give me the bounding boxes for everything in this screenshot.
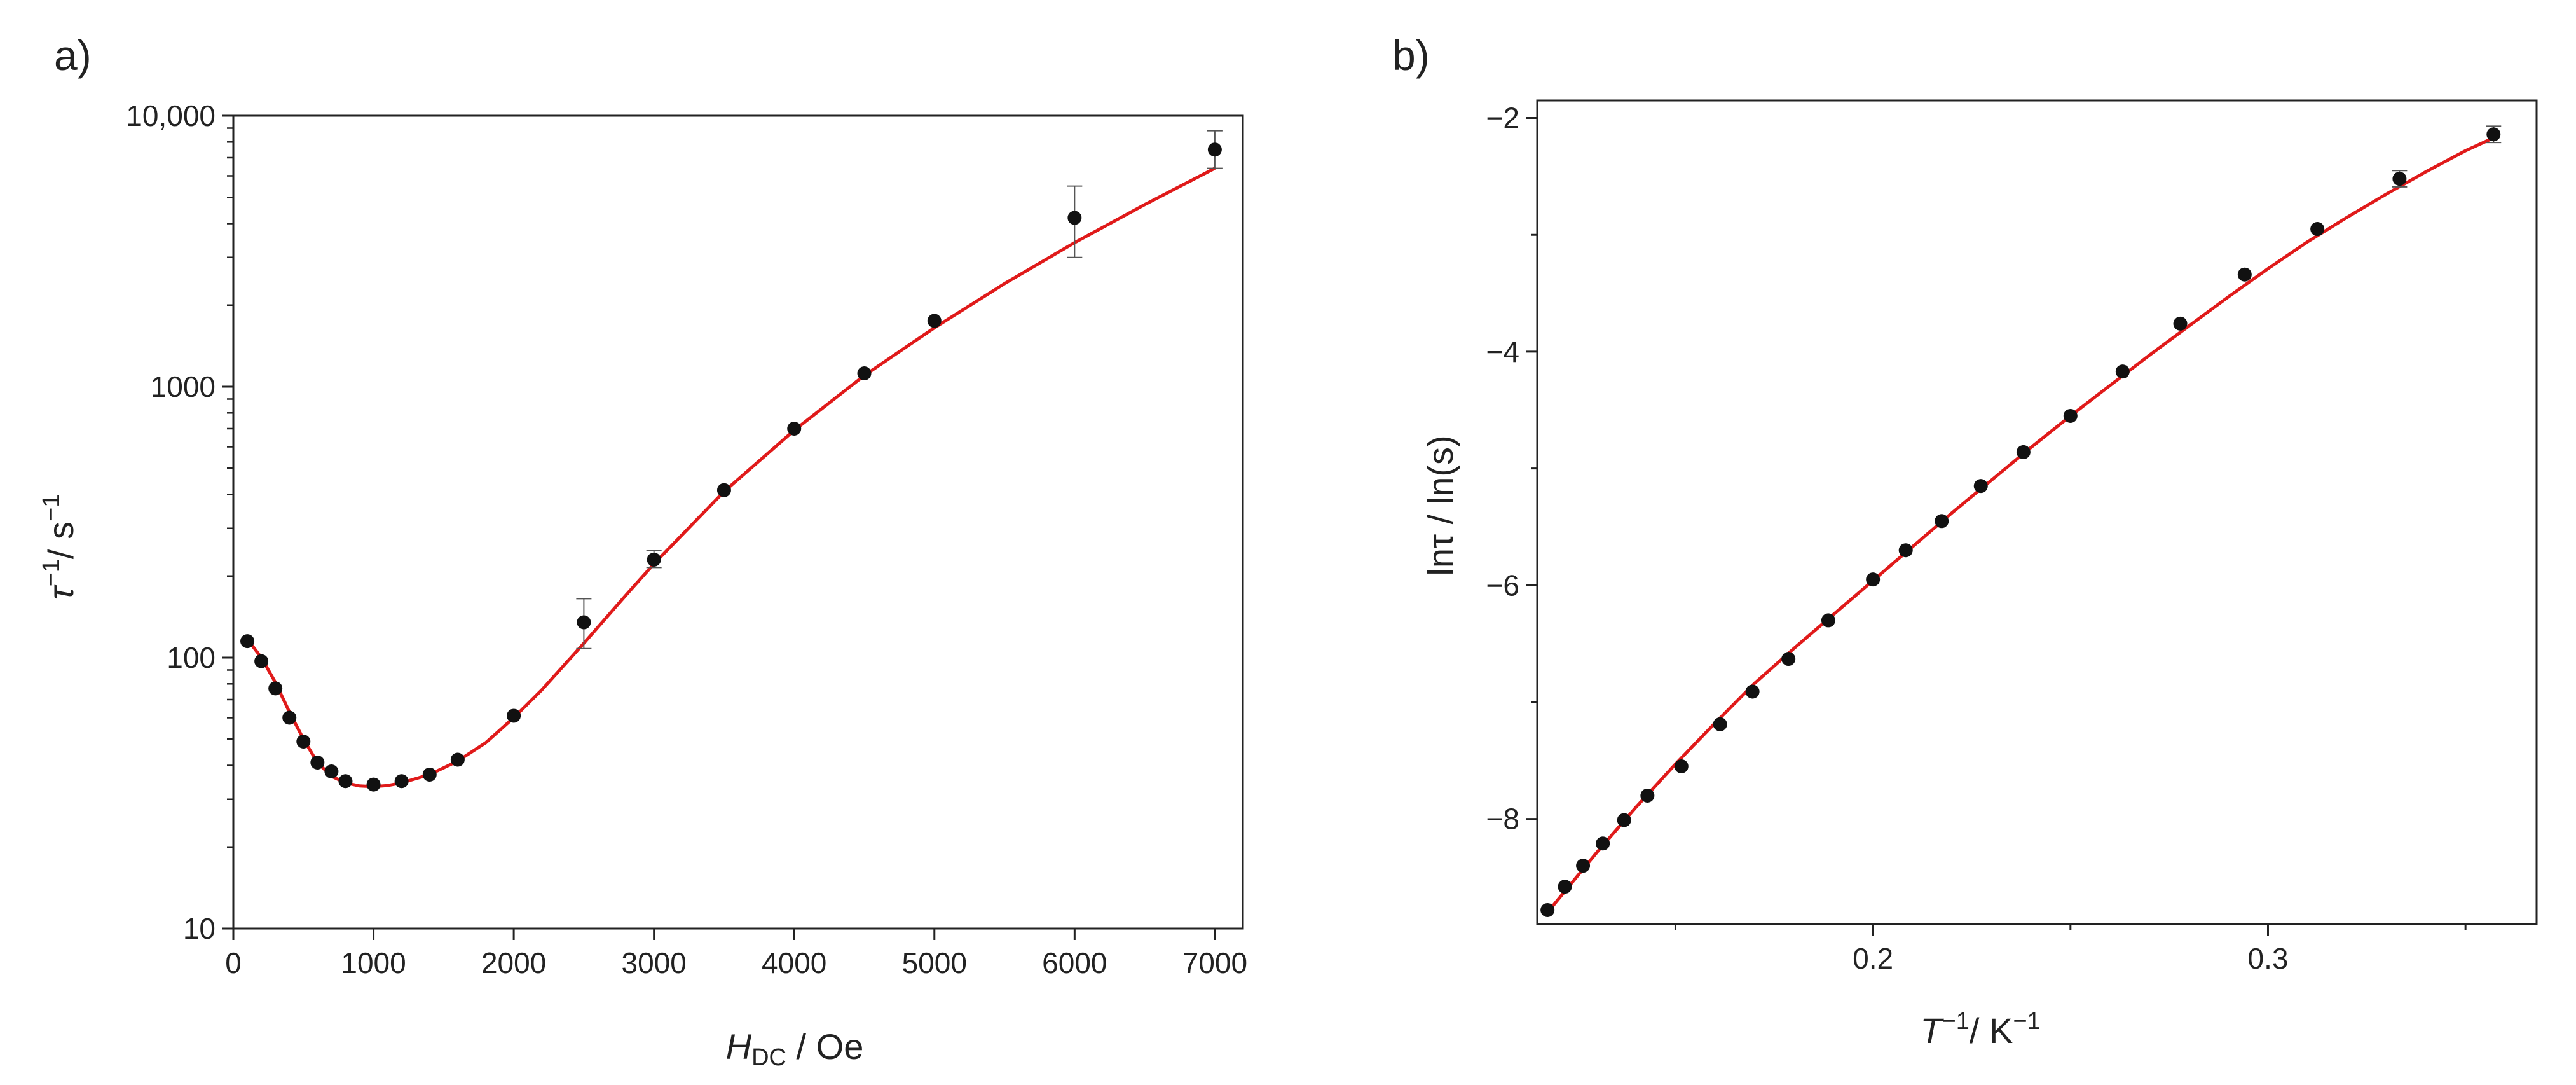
panel-b-data-point — [2237, 267, 2252, 282]
panel-a-y-tick-label: 1000 — [151, 370, 216, 403]
panel-b-data-point — [1558, 880, 1572, 894]
panel-a-fit-line — [246, 167, 1216, 789]
panel-b-data-point — [2173, 316, 2188, 331]
panel-b-data-point — [1866, 572, 1881, 587]
panel-b-data-point — [1935, 514, 1949, 529]
panel-b-data-point — [2115, 364, 2130, 379]
panel-a-data-point — [1067, 211, 1082, 225]
panel-a-data-point — [324, 764, 339, 779]
panel-a-x-axis-title: HDC / Oe — [726, 1026, 864, 1071]
panel-a-x-tick-label: 1000 — [341, 946, 406, 979]
panel-a-data-point — [268, 681, 283, 696]
panel-b-data-point — [1973, 479, 1988, 494]
panel-a-data-point — [310, 755, 325, 770]
panel-b-data-point — [2392, 172, 2407, 186]
panel-b-x-axis-title: T−1/ K−1 — [1920, 1008, 2040, 1051]
panel-a-data-point — [254, 654, 269, 668]
panel-b-data-point — [1898, 543, 1913, 558]
panel-b-x-tick-label: 0.3 — [2248, 942, 2289, 975]
panel-a-data-point — [296, 734, 311, 749]
panel-b-data-point — [2310, 222, 2325, 237]
panel-a-data-point — [240, 634, 255, 649]
panel-b-data-point — [1617, 813, 1631, 827]
panel-a-data-point — [577, 615, 591, 630]
panel-a-data-point — [366, 777, 381, 792]
panel-a-data-point — [282, 710, 297, 725]
panel-a-data-point — [927, 314, 942, 328]
panel-b-y-tick-label: −4 — [1486, 335, 1519, 368]
panel-b-data-point — [1745, 684, 1760, 699]
panel-a-data-point — [422, 767, 437, 782]
panel-a-label: a) — [54, 32, 92, 79]
panel-b-data-point — [2063, 408, 2078, 423]
panel-a-y-axis-title: τ−1/ s−1 — [38, 494, 81, 600]
panel-a-x-tick-label: 0 — [225, 946, 242, 979]
panel-a-x-tick-label: 4000 — [762, 946, 826, 979]
panel-a-y-tick-label: 100 — [167, 641, 216, 674]
panel-b-data-point — [1540, 902, 1555, 917]
panel-a-x-tick-label: 5000 — [902, 946, 967, 979]
panel-a-data-point — [507, 708, 521, 723]
panel-b-data-point — [1781, 652, 1796, 667]
panel-a-x-tick-label: 3000 — [621, 946, 686, 979]
panel-b-data-point — [1576, 859, 1591, 873]
panel-a-y-tick-label: 10,000 — [126, 99, 216, 132]
panel-a-data-point — [716, 483, 731, 497]
panel-a-data-point — [857, 366, 872, 381]
panel-a-data-point — [394, 774, 409, 789]
panel-b-plot-frame — [1536, 99, 2538, 925]
panel-a-y-tick-label: 10 — [183, 912, 216, 945]
panel-b-data-point — [1674, 759, 1689, 774]
panel-b-data-point — [1821, 613, 1835, 628]
panel-b-data-point — [1596, 836, 1610, 851]
panel-a-data-point — [787, 421, 802, 436]
panel-b-y-tick-label: −2 — [1486, 102, 1519, 135]
panel-a-x-tick-label: 6000 — [1042, 946, 1107, 979]
panel-a-x-tick-label: 7000 — [1182, 946, 1247, 979]
panel-a-chart: a) HDC / Oe τ−1/ s−1 0 1000 2000 3000 4000 50… — [38, 32, 1247, 1071]
panel-b-x-tick-label: 0.2 — [1853, 942, 1893, 975]
panel-a-data-point — [338, 774, 353, 789]
panel-b-y-axis-title: lnτ / ln(s) — [1420, 435, 1460, 576]
panel-b-label: b) — [1392, 32, 1430, 79]
panel-a-plot-frame — [232, 114, 1244, 930]
panel-b-chart: b) T−1/ K−1 lnτ / ln(s) 0.2 0.3 −8 −6 −4 −2 — [1392, 32, 2538, 1051]
panel-b-data-point — [2016, 445, 2031, 459]
panel-a-data-point — [450, 752, 465, 767]
panel-b-fit-line — [1546, 136, 2495, 914]
panel-b-data-point — [1640, 788, 1655, 803]
panel-a-data-point — [647, 552, 661, 567]
panel-a-x-tick-label: 2000 — [481, 946, 546, 979]
panel-a-data-point — [1207, 142, 1222, 157]
panel-b-y-tick-label: −6 — [1486, 569, 1519, 602]
panel-b-data-point — [1713, 717, 1727, 731]
panel-b-y-tick-label: −8 — [1486, 803, 1519, 836]
panel-b-data-point — [2486, 127, 2501, 142]
